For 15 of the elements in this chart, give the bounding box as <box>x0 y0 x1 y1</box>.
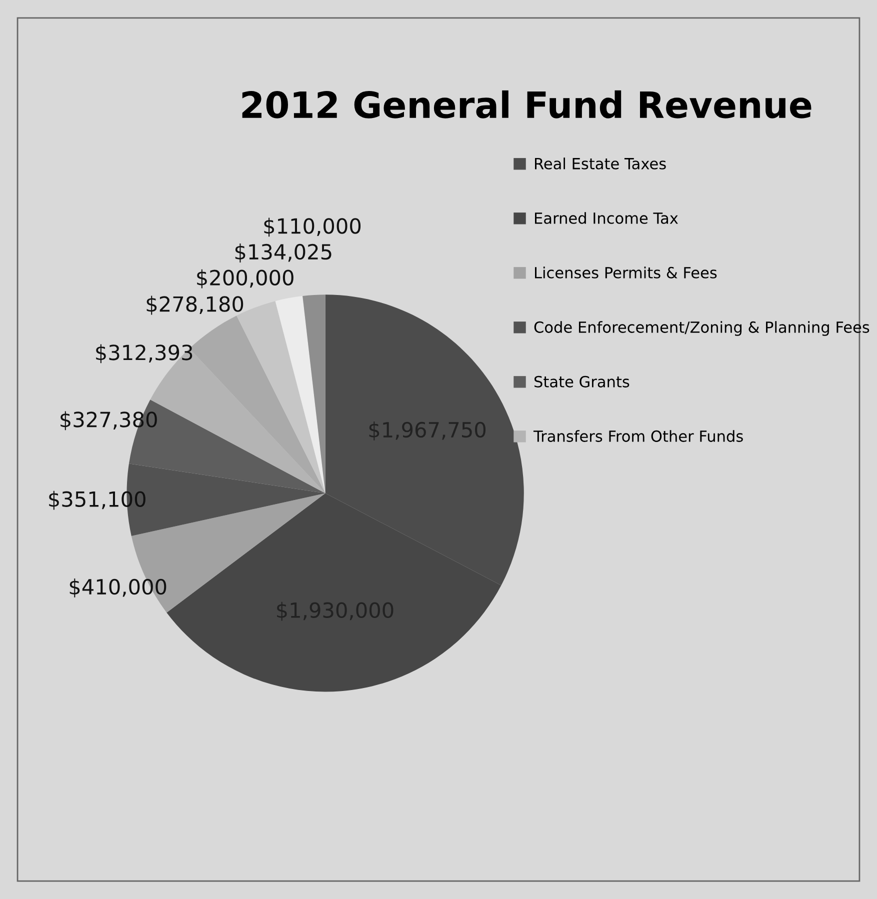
pie-slice <box>302 294 326 494</box>
data-label: $134,025 <box>235 244 332 262</box>
data-label: $410,000 <box>70 578 166 598</box>
data-label: $278,180 <box>146 296 244 315</box>
data-label: $312,393 <box>96 344 192 364</box>
legend-label: Earned Income Tax <box>535 212 678 224</box>
legend-label: Code Enforecement/Zoning & Planning Fees <box>534 321 870 336</box>
pie-slice <box>275 296 326 494</box>
chart-title: 2012 General Fund Revenue <box>242 90 812 118</box>
legend-label: State Grants <box>534 376 630 388</box>
legend-label: Transfers From Other Funds <box>533 430 743 442</box>
data-label: $200,000 <box>197 269 294 288</box>
legend-label: Real Estate Taxes <box>535 158 666 170</box>
data-label: $110,000 <box>264 218 361 237</box>
legend-label: Licenses Permits & Fees <box>535 266 717 278</box>
